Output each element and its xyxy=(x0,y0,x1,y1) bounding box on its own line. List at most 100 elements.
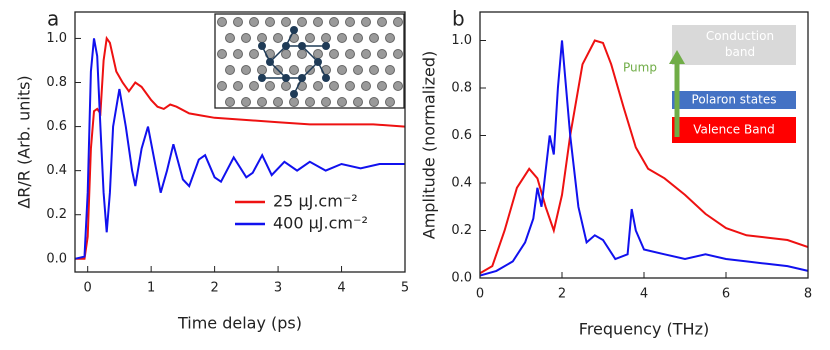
atom xyxy=(233,81,243,91)
atom xyxy=(385,97,395,107)
atom xyxy=(233,17,243,27)
y-tick-label: 0.6 xyxy=(46,119,67,134)
x-tick-label: 4 xyxy=(337,281,345,296)
atom xyxy=(305,97,315,107)
x-tick-label: 4 xyxy=(640,287,648,302)
y-tick-label: 0.4 xyxy=(451,176,472,191)
polaron-atom xyxy=(322,42,330,50)
atom xyxy=(337,33,347,43)
atom xyxy=(305,33,315,43)
atom xyxy=(313,81,323,91)
y-tick-label: 0.8 xyxy=(451,81,472,96)
data-line xyxy=(75,35,406,260)
atom xyxy=(217,81,227,91)
atom xyxy=(217,49,227,59)
x-axis-label: Time delay (ps) xyxy=(177,314,302,333)
atom xyxy=(281,49,291,59)
conduction-band-box xyxy=(672,25,796,65)
data-line xyxy=(74,38,405,260)
atom xyxy=(273,97,283,107)
atom xyxy=(369,65,379,75)
atom xyxy=(297,49,307,59)
atom xyxy=(393,17,403,27)
x-tick-label: 0 xyxy=(476,287,484,302)
atom xyxy=(377,81,387,91)
atom xyxy=(361,49,371,59)
atom xyxy=(225,65,235,75)
annotation: Polaron states xyxy=(692,93,777,107)
y-axis-label: Amplitude (normalized) xyxy=(420,51,439,239)
polaron-atom xyxy=(282,74,290,82)
atom xyxy=(225,97,235,107)
atom xyxy=(249,17,259,27)
atom xyxy=(257,33,267,43)
atom xyxy=(361,81,371,91)
data-line xyxy=(479,39,809,275)
atom xyxy=(393,81,403,91)
atom xyxy=(225,33,235,43)
atom xyxy=(345,81,355,91)
atom xyxy=(249,49,259,59)
atom xyxy=(329,17,339,27)
legend-label: 400 μJ.cm⁻² xyxy=(273,214,368,233)
x-axis-label: Frequency (THz) xyxy=(579,320,709,339)
atom xyxy=(377,49,387,59)
panel-label: b xyxy=(452,7,465,31)
atom xyxy=(289,65,299,75)
atom xyxy=(281,17,291,27)
atom xyxy=(345,17,355,27)
plot-frame xyxy=(479,11,809,279)
panel-label: a xyxy=(47,7,59,31)
valence-band-box xyxy=(672,117,796,143)
atom xyxy=(361,17,371,27)
atom xyxy=(337,97,347,107)
polaron-atom xyxy=(290,90,298,98)
atom xyxy=(329,49,339,59)
polaron-atom xyxy=(322,74,330,82)
conduction-label-box: Conduction band xyxy=(705,29,775,59)
atom xyxy=(265,81,275,91)
y-tick-label: 0.8 xyxy=(46,75,67,90)
atom xyxy=(273,33,283,43)
polaron-atom xyxy=(298,74,306,82)
y-tick-label: 0.6 xyxy=(451,128,472,143)
atom xyxy=(377,17,387,27)
annotation: Valence Band xyxy=(693,123,775,137)
atom xyxy=(385,33,395,43)
atom xyxy=(257,97,267,107)
atom xyxy=(289,97,299,107)
legend-label: 25 μJ.cm⁻² xyxy=(273,192,358,211)
y-tick-label: 1.0 xyxy=(451,33,472,48)
y-tick-label: 1.0 xyxy=(46,31,67,46)
y-tick-label: 0.2 xyxy=(46,207,67,222)
x-tick-label: 3 xyxy=(274,281,282,296)
atom xyxy=(281,81,291,91)
atom xyxy=(321,33,331,43)
atom xyxy=(233,49,243,59)
atom xyxy=(337,65,347,75)
y-tick-label: 0.4 xyxy=(46,163,67,178)
atom xyxy=(393,49,403,59)
polaron-atom xyxy=(290,26,298,34)
atom xyxy=(369,33,379,43)
atom xyxy=(217,17,227,27)
x-tick-label: 1 xyxy=(147,281,155,296)
y-axis-label: ΔR/R (Arb. units) xyxy=(15,75,34,208)
x-tick-label: 6 xyxy=(722,287,730,302)
polaron-atom xyxy=(266,58,274,66)
atom xyxy=(257,65,267,75)
x-tick-label: 5 xyxy=(401,281,409,296)
atom xyxy=(353,65,363,75)
polaron-atom xyxy=(298,42,306,50)
x-tick-label: 2 xyxy=(558,287,566,302)
atom xyxy=(369,97,379,107)
lattice-inset xyxy=(214,13,405,109)
annotation: Conduction band xyxy=(705,29,775,59)
pump-arrowhead xyxy=(669,50,685,64)
x-tick-label: 2 xyxy=(210,281,218,296)
atom xyxy=(345,49,355,59)
data-line xyxy=(479,40,809,277)
polaron-atom xyxy=(258,74,266,82)
y-tick-label: 0.0 xyxy=(451,271,472,286)
